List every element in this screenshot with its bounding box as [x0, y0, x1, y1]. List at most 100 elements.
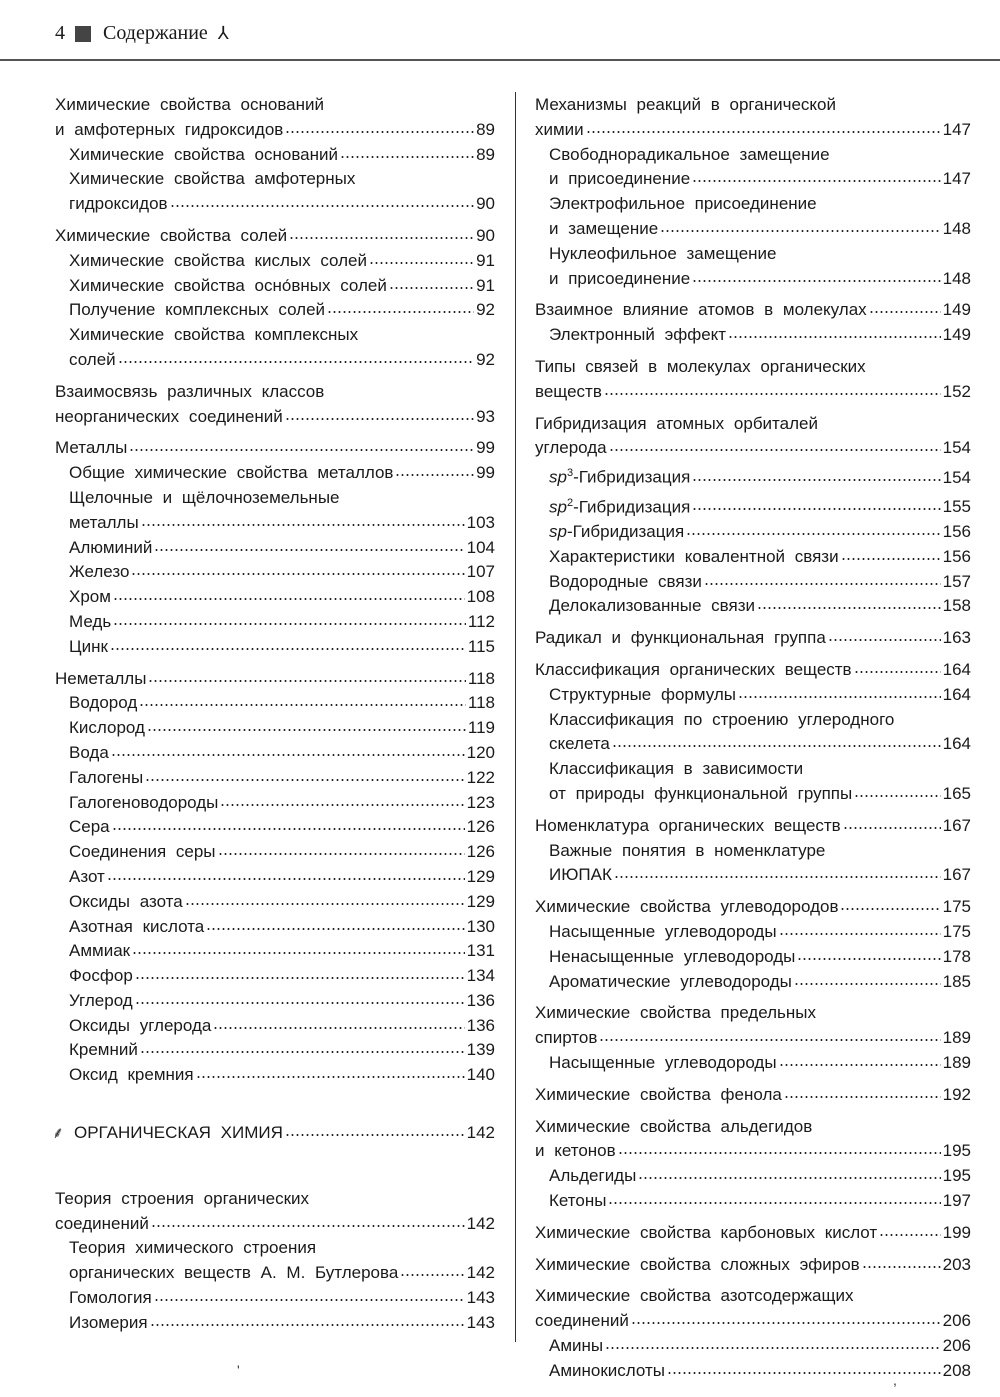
toc-entry[interactable]: Ароматические углеводороды 185 — [535, 970, 971, 995]
toc-entry[interactable]: Химические свойства азотсодержащих соедин… — [535, 1284, 971, 1334]
toc-entry[interactable]: Азотная кислота 130 — [55, 915, 495, 940]
toc-entry[interactable]: sp3-Гибридизация 154 — [535, 461, 971, 490]
toc-entry[interactable]: Железо 107 — [55, 560, 495, 585]
page-number: 206 — [942, 1311, 971, 1331]
toc-entry[interactable]: Щелочные и щёлочноземельные металлы 103 — [55, 486, 495, 536]
toc-entry[interactable]: Насыщенные углеводороды 175 — [535, 920, 971, 945]
toc-entry[interactable]: Химические свойства оснований 89 — [55, 143, 495, 168]
toc-entry[interactable]: Химические свойства предельных спиртов 189 — [535, 1001, 971, 1051]
toc-entry[interactable]: Электрофильное присоединение и замещение 1… — [535, 192, 971, 242]
toc-entry[interactable]: Водород 118 — [55, 691, 495, 716]
toc-entry[interactable]: Классификация органических веществ 164 — [535, 658, 971, 683]
toc-entry[interactable]: Химические свойства амфотерных гидроксидо… — [55, 167, 495, 217]
toc-entry[interactable]: Классификация по строению углеродного ске… — [535, 708, 971, 758]
toc-entry[interactable]: Теория химического строения органических … — [55, 1236, 495, 1286]
toc-entry[interactable]: Алюминий 104 — [55, 536, 495, 561]
toc-entry[interactable]: Радикал и функциональная группа 163 — [535, 626, 971, 651]
toc-entry[interactable]: Амины 206 — [535, 1334, 971, 1359]
entry-title-text: скелета — [549, 734, 610, 754]
toc-entry[interactable]: Цинк 115 — [55, 635, 495, 660]
toc-entry[interactable]: Структурные формулы 164 — [535, 683, 971, 708]
toc-entry[interactable]: Классификация в зависимости от природы фу… — [535, 757, 971, 807]
toc-entry[interactable]: Галогеноводороды 123 — [55, 791, 495, 816]
toc-entry[interactable]: Фосфор 134 — [55, 964, 495, 989]
entry-line: соединений 206 — [535, 1309, 971, 1334]
toc-entry[interactable]: Оксиды азота 129 — [55, 890, 495, 915]
toc-entry[interactable]: Химические свойства карбоновых кислот 199 — [535, 1221, 971, 1246]
toc-entry[interactable]: Оксиды углерода 136 — [55, 1014, 495, 1039]
scan-speck: , — [893, 1372, 897, 1388]
toc-entry[interactable]: Насыщенные углеводороды 189 — [535, 1051, 971, 1076]
entry-title-superscript: 3 — [566, 467, 574, 480]
toc-entry[interactable]: Химические свойства кислых солей 91 — [55, 249, 495, 274]
toc-entry[interactable]: Аминокислоты 208 — [535, 1359, 971, 1384]
toc-entry[interactable]: Важные понятия в номенклатуре ИЮПАК 167 — [535, 839, 971, 889]
toc-entry[interactable]: Химические свойства солей 90 — [55, 224, 495, 249]
toc-entry[interactable]: Химические свойства комплексных солей 92 — [55, 323, 495, 373]
entry-line: Вода 120 — [69, 741, 495, 766]
toc-entry[interactable]: Водородные связи 157 — [535, 570, 971, 595]
entry-line: Характеристики ковалентной связи 156 — [549, 545, 971, 570]
toc-entry[interactable]: Теория строения органических соединений 14… — [55, 1187, 495, 1237]
toc-entry[interactable]: Химические свойства оснований и амфотерны… — [55, 93, 495, 143]
toc-entry[interactable]: Изомерия 143 — [55, 1311, 495, 1336]
toc-entry[interactable]: Альдегиды 195 — [535, 1164, 971, 1189]
toc-entry[interactable]: Получение комплексных солей 92 — [55, 298, 495, 323]
toc-entry[interactable]: Типы связей в молекулах органических веще… — [535, 355, 971, 405]
toc-entry[interactable]: sp2-Гибридизация 155 — [535, 491, 971, 520]
toc-section-heading[interactable]: ⸙ ОРГАНИЧЕСКАЯ ХИМИЯ 142 — [52, 1121, 495, 1147]
toc-entry[interactable]: Металлы 99 — [55, 436, 495, 461]
page-number: 167 — [942, 865, 971, 885]
entry-title: скелета — [549, 732, 610, 757]
toc-entry[interactable]: Кетоны 197 — [535, 1189, 971, 1214]
toc-entry[interactable]: Химические свойства альдегидов и кетонов 1… — [535, 1115, 971, 1165]
toc-entry[interactable]: Углерод 136 — [55, 989, 495, 1014]
section-title: ОРГАНИЧЕСКАЯ ХИМИЯ — [74, 1123, 283, 1143]
toc-entry[interactable]: Гибридизация атомных орбиталей углерода 15… — [535, 412, 971, 462]
toc-entry[interactable]: sp-Гибридизация 156 — [535, 520, 971, 545]
toc-entry[interactable]: Кислород 119 — [55, 716, 495, 741]
toc-entry[interactable]: Сера 126 — [55, 815, 495, 840]
toc-entry[interactable]: Взаимосвязь различных классов неорганичес… — [55, 380, 495, 430]
toc-entry[interactable]: Делокализованные связи 158 — [535, 594, 971, 619]
toc-entry[interactable]: Электронный эффект 149 — [535, 323, 971, 348]
toc-entry[interactable]: Азот 129 — [55, 865, 495, 890]
square-bullet-icon — [75, 25, 91, 42]
entry-title: Сера — [69, 815, 110, 840]
toc-entry[interactable]: Химические свойства фенола 192 — [535, 1083, 971, 1108]
toc-entry[interactable]: Химические свойства сложных эфиров 203 — [535, 1253, 971, 1278]
toc-entry[interactable]: Оксид кремния 140 — [55, 1063, 495, 1088]
entry-line: неорганических соединений 93 — [55, 405, 495, 430]
entry-line: органических веществ А. М. Бутлерова 142 — [69, 1261, 495, 1286]
toc-entry[interactable]: Галогены 122 — [55, 766, 495, 791]
toc-entry[interactable]: Ненасыщенные углеводороды 178 — [535, 945, 971, 970]
toc-entry[interactable]: Хром 108 — [55, 585, 495, 610]
toc-entry[interactable]: Химические свойства осно́вных солей 91 — [55, 274, 495, 299]
toc-entry[interactable]: Механизмы реакций в органической химии 147 — [535, 93, 971, 143]
toc-entry[interactable]: Характеристики ковалентной связи 156 — [535, 545, 971, 570]
page-number: 104 — [466, 537, 495, 557]
toc-entry[interactable]: Медь 112 — [55, 610, 495, 635]
toc-entry[interactable]: Взаимное влияние атомов в молекулах 149 — [535, 298, 971, 323]
entry-title-text: Химические свойства солей — [55, 225, 288, 245]
toc-entry[interactable]: Свободнорадикальное замещение и присоедин… — [535, 143, 971, 193]
entry-title-line: Теория строения органических — [55, 1188, 310, 1208]
toc-entry[interactable]: Гомология 143 — [55, 1286, 495, 1311]
entry-title-text: Амины — [549, 1335, 604, 1355]
toc-entry[interactable]: Кремний 139 — [55, 1038, 495, 1063]
entry-title-line: Классификация по строению углеродного — [549, 709, 895, 729]
dot-leader — [608, 1200, 941, 1205]
toc-entry[interactable]: Соединения серы 126 — [55, 840, 495, 865]
entry-title: Амины — [549, 1334, 603, 1359]
entry-title-line: Типы связей в молекулах органических — [535, 356, 866, 376]
toc-entry[interactable]: Общие химические свойства металлов 99 — [55, 461, 495, 486]
toc-entry[interactable]: Неметаллы 118 — [55, 667, 495, 692]
dot-leader — [605, 1345, 941, 1350]
toc-entry[interactable]: Вода 120 — [55, 741, 495, 766]
toc-entry[interactable]: Химические свойства углеводородов 175 — [535, 895, 971, 920]
entry-title-text: спиртов — [535, 1028, 598, 1048]
page-number: 175 — [942, 897, 971, 917]
toc-entry[interactable]: Нуклеофильное замещение и присоединение 14… — [535, 242, 971, 292]
toc-entry[interactable]: Аммиак 131 — [55, 939, 495, 964]
toc-entry[interactable]: Номенклатура органических веществ 167 — [535, 814, 971, 839]
